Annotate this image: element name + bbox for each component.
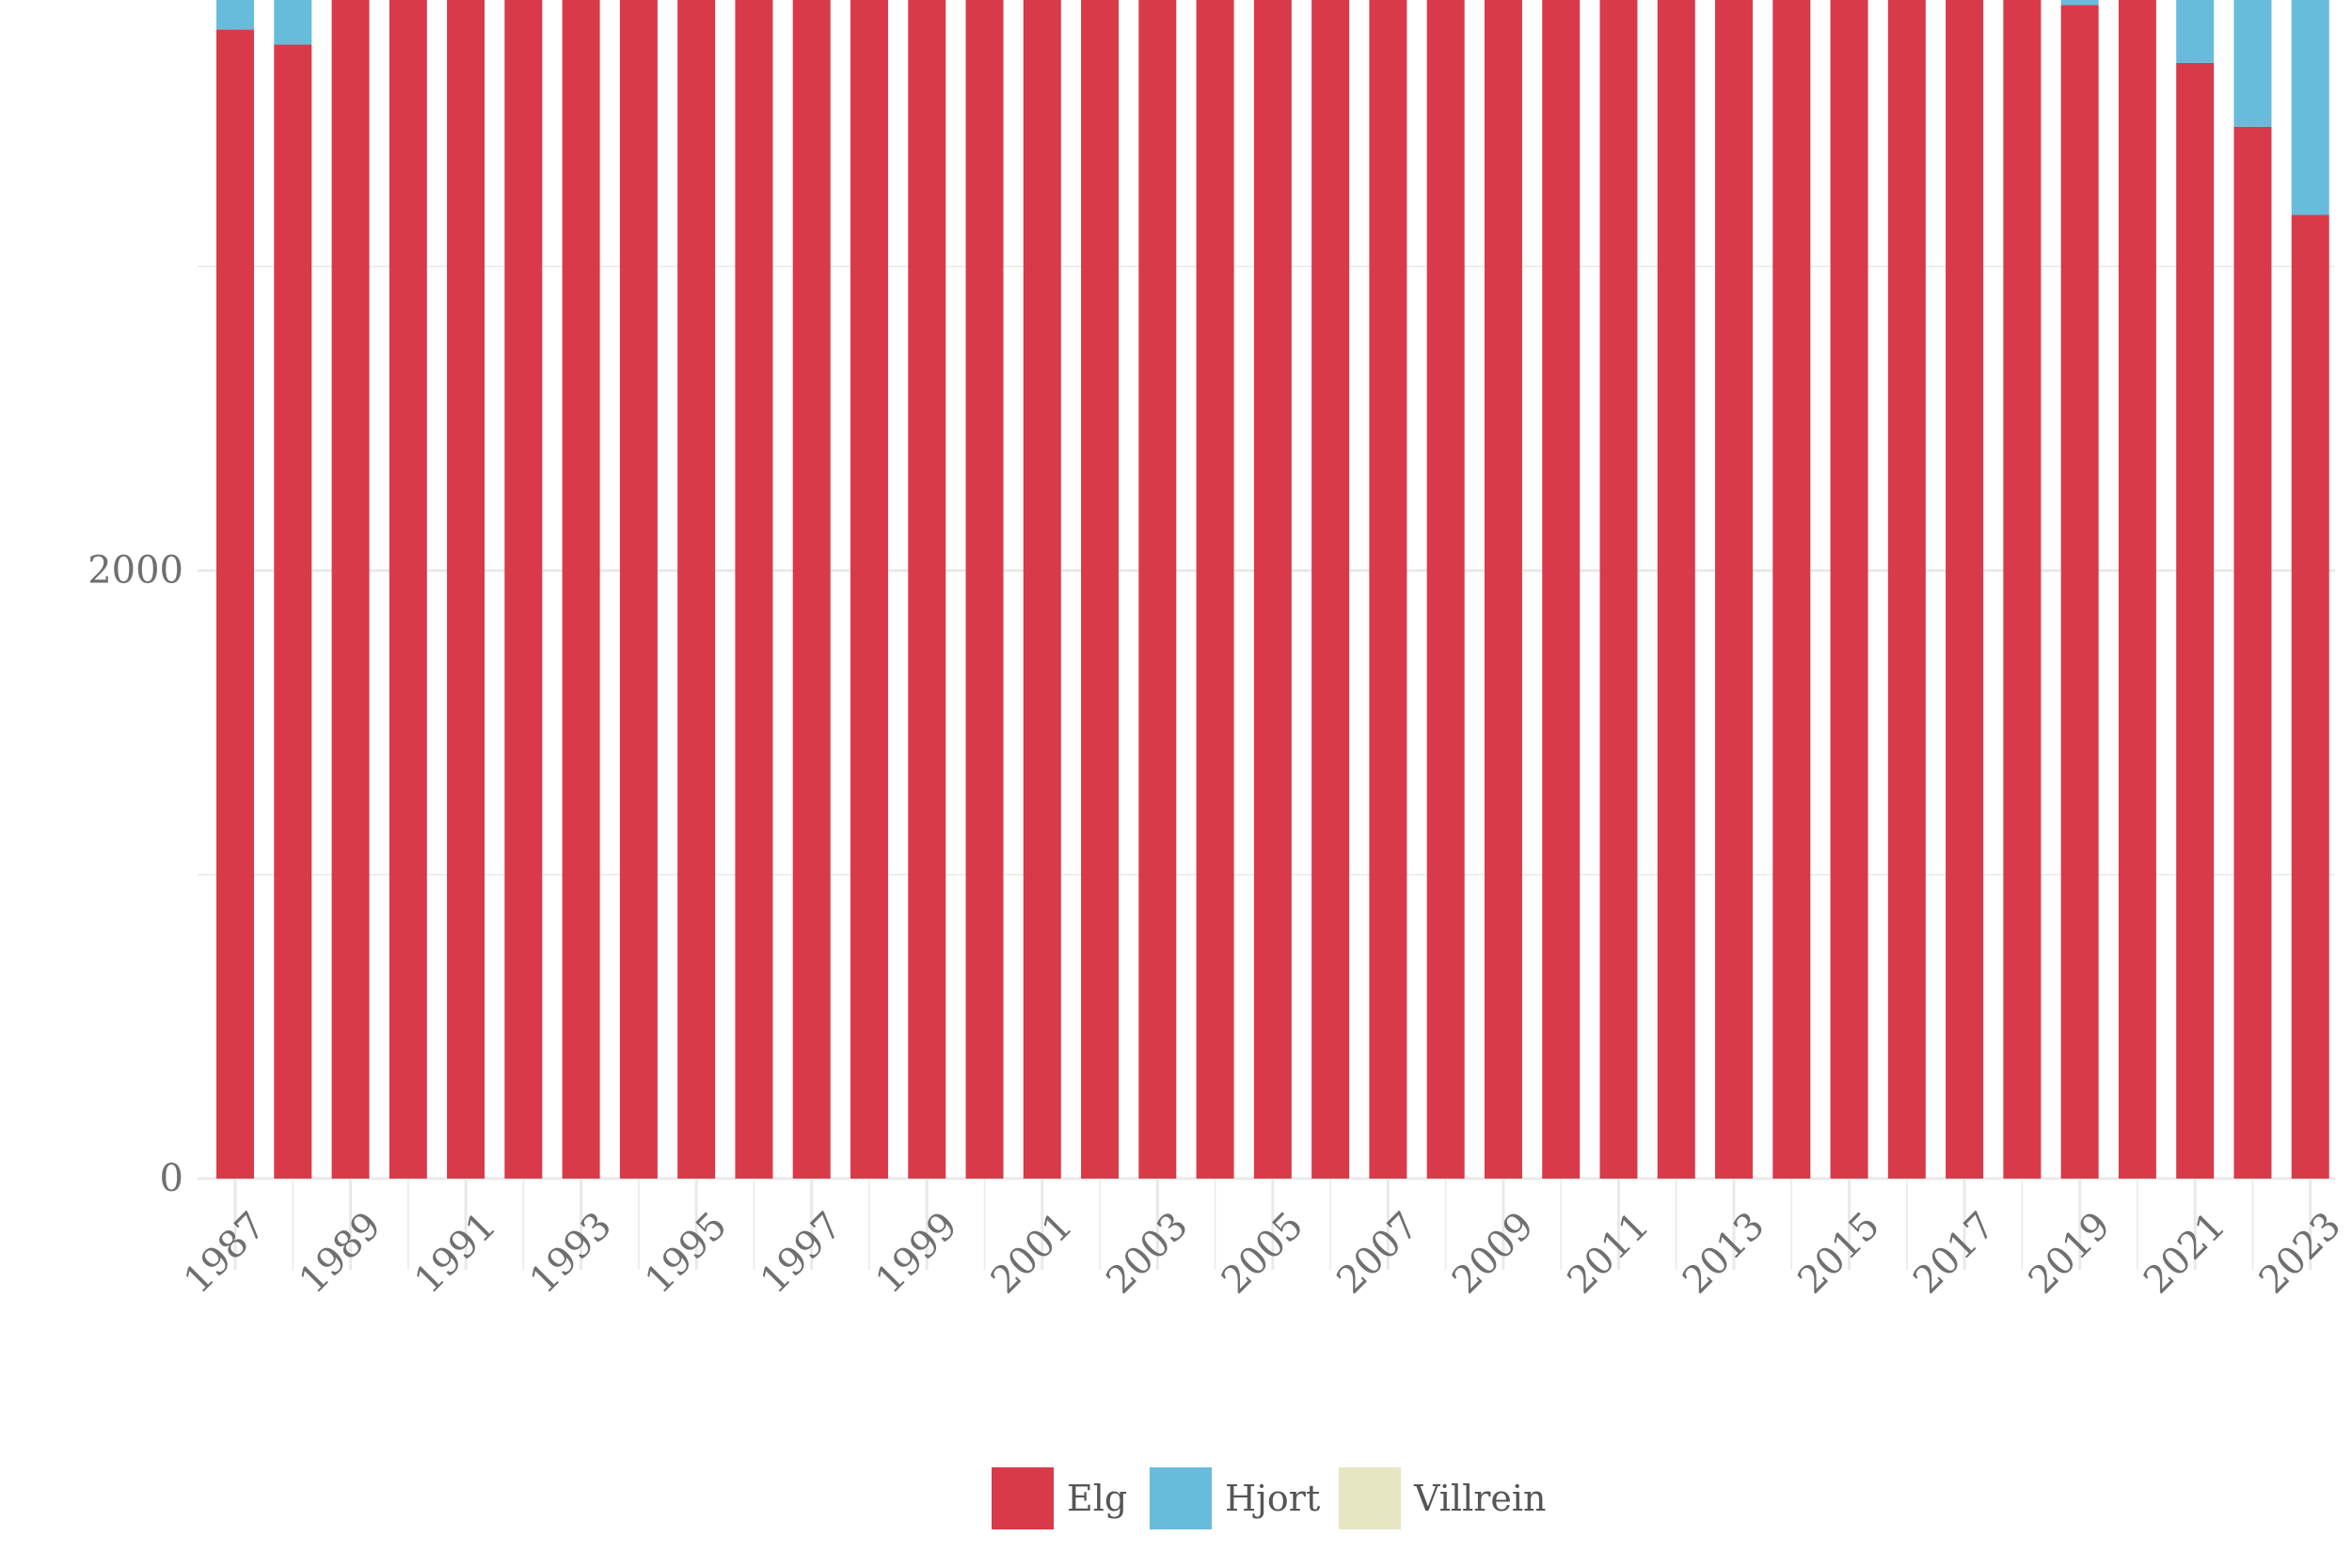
bar-elg-2022 (2233, 126, 2272, 1179)
legend-swatch-hjort (1150, 1467, 1212, 1529)
bar-elg-2000 (965, 0, 1004, 1179)
bar-elg-2010 (1542, 0, 1581, 1180)
bar-elg-2001 (1023, 0, 1061, 1179)
y-tick-label: 2000 (87, 549, 183, 593)
bar-elg-2021 (2176, 62, 2215, 1180)
x-tick-label: 2023 (2251, 1204, 2350, 1303)
bar-hjort-2019 (2060, 0, 2099, 6)
legend-label-elg: Elg (1067, 1478, 1127, 1519)
bar-hjort-2023 (2291, 0, 2329, 215)
bar-elg-1989 (331, 0, 370, 1179)
bar-elg-2013 (1715, 0, 1754, 1180)
x-tick-label: 1989 (291, 1204, 389, 1303)
bar-elg-2017 (1946, 0, 1984, 1179)
bar-elg-2008 (1426, 0, 1465, 1179)
x-tick-label: 1995 (637, 1204, 736, 1303)
bar-elg-2003 (1138, 0, 1177, 1179)
x-tick-label: 2007 (1328, 1204, 1427, 1303)
bar-elg-2020 (2118, 0, 2156, 1179)
x-tick-label: 2011 (1559, 1204, 1658, 1303)
bar-elg-2005 (1253, 0, 1292, 1180)
bar-elg-1990 (389, 0, 427, 1179)
bar-elg-2006 (1311, 0, 1350, 1180)
legend-label-villrein: Villrein (1413, 1478, 1547, 1519)
bar-elg-2014 (1772, 0, 1811, 1180)
bars (216, 0, 2329, 1180)
bar-elg-1997 (792, 0, 831, 1179)
bar-elg-1991 (447, 0, 485, 1179)
legend-swatch-elg (992, 1467, 1054, 1529)
bar-elg-1993 (562, 0, 600, 1179)
bar-elg-1994 (619, 0, 658, 1180)
bar-elg-2004 (1196, 0, 1234, 1180)
bar-elg-2011 (1599, 0, 1638, 1180)
bar-elg-2016 (1887, 0, 1926, 1179)
bar-hjort-2021 (2176, 0, 2215, 63)
x-tick-label: 1987 (176, 1204, 275, 1303)
bar-elg-2009 (1484, 0, 1522, 1180)
bar-elg-2023 (2291, 214, 2329, 1179)
legend-swatch-villrein (1339, 1467, 1401, 1529)
x-tick-label: 1991 (406, 1204, 505, 1303)
x-tick-label: 1999 (867, 1204, 966, 1303)
bar-elg-2002 (1081, 0, 1120, 1179)
bar-hjort-2022 (2233, 0, 2272, 127)
x-tick-label: 1993 (522, 1204, 621, 1303)
x-tick-label: 2021 (2136, 1204, 2234, 1303)
bar-elg-2015 (1830, 0, 1868, 1180)
bar-elg-2018 (2003, 0, 2042, 1180)
bar-hjort-1988 (274, 0, 312, 45)
bar-elg-2019 (2060, 5, 2099, 1180)
y-tick-label: 0 (160, 1157, 183, 1200)
bar-elg-1996 (735, 0, 773, 1180)
bar-elg-1992 (504, 0, 543, 1179)
bar-elg-1995 (677, 0, 716, 1179)
y-axis: 0200040006000 (87, 549, 183, 1200)
bar-elg-1998 (850, 0, 888, 1179)
bar-elg-1999 (908, 0, 946, 1179)
x-tick-label: 2013 (1675, 1204, 1773, 1303)
x-tick-label: 2005 (1214, 1204, 1312, 1303)
bar-hjort-1987 (216, 0, 254, 30)
x-tick-label: 1997 (753, 1204, 851, 1303)
x-axis: 1987 1989 1991 1993 1995 1997 1999 2001 2003 2005… (176, 1204, 2349, 1303)
legend-label-hjort: Hjort (1225, 1478, 1320, 1519)
bar-elg-2012 (1657, 0, 1695, 1180)
legend: Elg Hjort Villrein (992, 1467, 1547, 1529)
x-tick-label: 2009 (1444, 1204, 1543, 1303)
bar-elg-1987 (216, 29, 254, 1180)
x-tick-label: 2003 (1098, 1204, 1197, 1303)
x-tick-label: 2001 (983, 1204, 1082, 1303)
x-tick-label: 2017 (1905, 1204, 2004, 1303)
bar-elg-2007 (1369, 0, 1407, 1180)
x-tick-label: 2015 (1789, 1204, 1888, 1303)
bar-elg-1988 (274, 44, 312, 1180)
x-tick-label: 2019 (2021, 1204, 2120, 1303)
